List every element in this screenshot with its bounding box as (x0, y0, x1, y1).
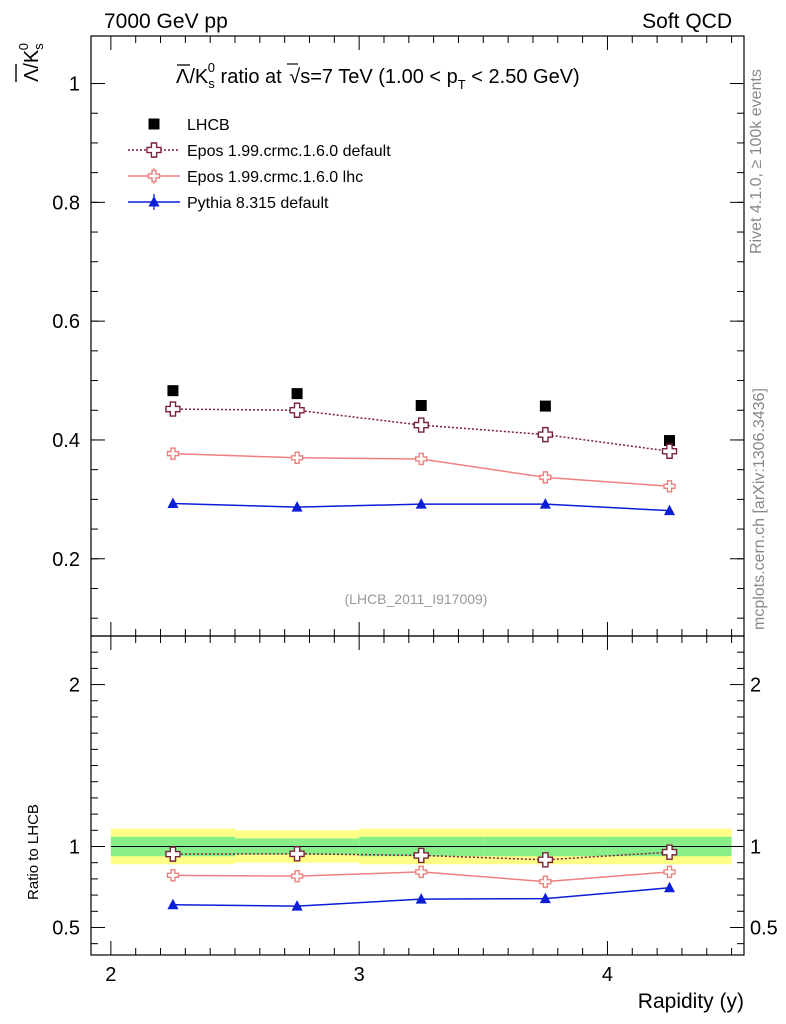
ratio-point (415, 893, 427, 904)
ratio-point (290, 869, 304, 883)
header-right: Soft QCD (642, 10, 732, 33)
ratio-series-0 (165, 844, 678, 868)
ratio-ytick-label: 1 (69, 837, 80, 859)
legend-marker (147, 169, 161, 183)
ratio-series-2 (167, 881, 676, 911)
title-mid: ratio at (215, 66, 287, 88)
data-point (664, 504, 676, 516)
data-point (415, 452, 428, 466)
analysis-watermark: (LHCB_2011_I917009) (345, 591, 488, 607)
legend-label: LHCB (187, 117, 230, 134)
ratio-point (661, 844, 678, 860)
title-sqrt: √ (289, 66, 300, 88)
ratio-point (664, 881, 676, 893)
main-ytick-label: 0.4 (52, 430, 80, 452)
data-point (165, 401, 181, 417)
main-ytick-label: 1 (69, 74, 80, 96)
series-1 (165, 401, 678, 459)
xtick-label: 2 (105, 964, 116, 986)
mcplots-label: mcplots.cern.ch [arXiv:1306.3436] (751, 388, 768, 630)
data-point (167, 497, 179, 509)
title-lambda: Λ (176, 66, 190, 88)
data-point (167, 385, 179, 397)
ratio-ytick-label: 0.5 (52, 917, 80, 939)
x-axis-label: Rapidity (y) (638, 990, 744, 1013)
legend-item: LHCB (148, 117, 230, 134)
data-point (291, 388, 303, 400)
legend-item: Epos 1.99.crmc.1.6.0 default (128, 142, 391, 160)
title-pt-sub: T (458, 77, 466, 92)
main-title: Λ/Ks0 ratio at √s=7 TeV (1.00 < pT < 2.5… (176, 60, 580, 92)
data-point (290, 451, 304, 464)
legend-label: Epos 1.99.crmc.1.6.0 default (187, 143, 391, 160)
data-point (539, 400, 551, 412)
data-point (664, 435, 676, 447)
data-point (539, 498, 551, 509)
ratio-point (166, 869, 180, 882)
data-point (539, 471, 552, 484)
ratio-ylabel: Ratio to LHCB (25, 804, 42, 900)
xtick-label: 3 (354, 964, 365, 986)
ratio-point (165, 846, 181, 862)
legend-item: Epos 1.99.crmc.1.6.0 lhc (128, 168, 363, 186)
header-left: 7000 GeV pp (104, 10, 228, 33)
ratio-series-1 (166, 865, 676, 888)
series-0 (167, 385, 676, 447)
series-3 (167, 497, 676, 516)
ratio-point (167, 898, 179, 910)
data-point (413, 417, 429, 433)
legend-marker (146, 142, 162, 158)
ylabel-k: /K (21, 49, 43, 69)
ratio-point (289, 846, 305, 862)
legend-marker (148, 196, 160, 207)
main-ytick-label: 0.8 (52, 192, 80, 214)
data-point (166, 447, 180, 460)
ratio-ytick-label-right: 0.5 (750, 917, 778, 939)
ylabel-lambda: Λ (21, 68, 43, 82)
data-point (663, 480, 676, 493)
legend: LHCB Epos 1.99.crmc.1.6.0 default Epos 1.9… (128, 117, 391, 212)
ratio-ytick-label-right: 2 (750, 675, 761, 697)
main-ylabel: Λ/Ks0 (16, 43, 46, 82)
data-point (537, 426, 554, 443)
ratio-panel: 0.5 0.5 1 1 2 2 2 3 4 (52, 635, 778, 986)
ratio-ytick-label-right: 1 (750, 837, 761, 859)
data-point (415, 400, 427, 412)
ratio-ytick-label: 2 (69, 675, 80, 697)
main-ytick-label: 0.6 (52, 311, 80, 333)
ratio-frame (90, 635, 745, 956)
data-point (289, 402, 305, 418)
data-point (291, 501, 303, 512)
xtick-label: 4 (602, 964, 613, 986)
ratio-point (291, 900, 303, 911)
ratio-point (415, 865, 428, 879)
data-point (661, 443, 678, 459)
series-2 (166, 447, 676, 493)
legend-item: Pythia 8.315 default (128, 194, 329, 212)
title-suffix: < 2.50 GeV) (466, 66, 580, 88)
ratio-point (663, 865, 676, 879)
ylabel-sub: s (31, 43, 46, 50)
title-prefix: /K (189, 66, 209, 88)
ratio-point (539, 892, 551, 904)
ratio-point (539, 875, 552, 888)
legend-label: Pythia 8.315 default (187, 195, 329, 212)
ratio-point (413, 847, 429, 864)
legend-marker (148, 118, 160, 130)
title-sup: 0 (208, 60, 215, 75)
main-ytick-label: 0.2 (52, 549, 80, 571)
rivet-label: Rivet 4.1.0, ≥ 100k events (748, 69, 765, 254)
legend-label: Epos 1.99.crmc.1.6.0 lhc (187, 169, 363, 186)
title-sub: s (208, 76, 215, 91)
data-point (415, 498, 427, 509)
ratio-point (537, 852, 554, 868)
ylabel-sup: 0 (16, 43, 31, 50)
title-energy: =7 TeV (1.00 < p (310, 66, 458, 88)
title-sqrt-s: s (300, 66, 310, 88)
